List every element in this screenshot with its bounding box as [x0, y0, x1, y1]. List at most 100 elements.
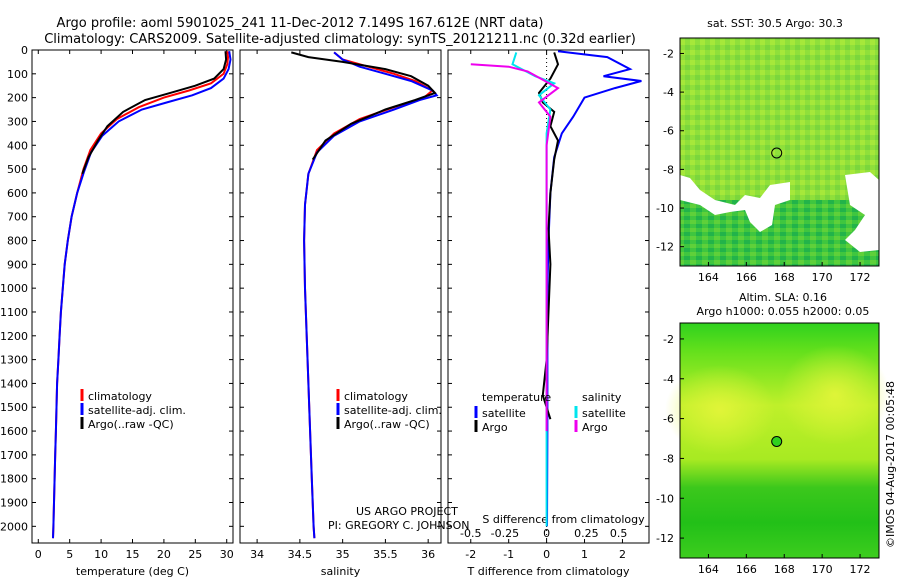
sst-map-frame — [679, 37, 880, 267]
sst-ytick-label: -10 — [656, 202, 674, 215]
sst-ytick-label: -4 — [663, 86, 674, 99]
sla-ytick-label: -10 — [656, 492, 674, 505]
sla-map-high-west — [665, 365, 775, 455]
sst-map-cloud-gap-east — [845, 172, 879, 252]
sla-map-axes: 164 166 168 170 172 -2 -4 -6 -8 -10 -12 — [656, 333, 871, 576]
sst-ytick-label: -8 — [663, 163, 674, 176]
series-climatology — [52, 51, 230, 539]
differences-xlabel: T difference from climatology — [467, 565, 630, 578]
legend-label: Argo — [482, 421, 508, 434]
depth-tick-label: 1400 — [0, 377, 28, 390]
sla-map-high-east — [780, 345, 890, 445]
sla-map: Altim. SLA: 0.16 Argo h1000: 0.055 h2000… — [656, 291, 890, 576]
sla-map-title-2: Argo h1000: 0.055 h2000: 0.05 — [697, 305, 870, 318]
sst-argo-marker — [771, 147, 783, 159]
sla-xtick-label: 166 — [736, 563, 757, 576]
sst-ytick-label: -2 — [663, 47, 674, 60]
sla-xtick-label: 168 — [774, 563, 795, 576]
temperature-xtick-label: 5 — [66, 548, 73, 561]
legend-group-title: salinity — [582, 391, 622, 404]
salinity-xtick-label: 35.5 — [373, 548, 398, 561]
plot-salinity: 34 34.5 35 35.5 36 salinity climatologysatelli… — [239, 49, 442, 578]
plot-differences: -2 -1 0 1 2 T difference from climatology -0.5… — [447, 49, 650, 578]
legend-label: satellite — [582, 407, 626, 420]
salinity-diff-tick-label: -0.25 — [491, 527, 519, 540]
sst-ytick-label: -12 — [656, 241, 674, 254]
salinity-xtick-label: 36 — [421, 548, 435, 561]
salinity-diff-tick-label: 0 — [543, 527, 550, 540]
sla-ytick-label: -4 — [663, 373, 674, 386]
series-argo-raw-qc- — [81, 51, 228, 175]
series-argo-raw-qc- — [291, 51, 437, 161]
legend-label: satellite-adj. clim. — [344, 404, 442, 417]
header-line-2: Climatology: CARS2009. Satellite-adjuste… — [44, 32, 636, 47]
sla-xtick-label: 164 — [698, 563, 719, 576]
sla-xtick-label: 172 — [850, 563, 871, 576]
salinity-diff-tick-label: -0.5 — [460, 527, 481, 540]
sla-ytick-label: -12 — [656, 532, 674, 545]
depth-tick-label: 1600 — [0, 425, 28, 438]
depth-tick-label: 2000 — [0, 520, 28, 533]
depth-tick-label: 800 — [7, 235, 28, 248]
sst-xtick-label: 164 — [698, 271, 719, 284]
series-temperature-satellite — [546, 50, 642, 527]
sla-xtick-label: 170 — [812, 563, 833, 576]
depth-tick-label: 100 — [7, 68, 28, 81]
depth-tick-label: 1500 — [0, 401, 28, 414]
salinity-xlabel: salinity — [321, 565, 361, 578]
project-credit: US ARGO PROJECT — [356, 505, 458, 518]
header-line-1: Argo profile: aoml 5901025_241 11-Dec-20… — [57, 16, 544, 31]
depth-tick-label: 0 — [21, 44, 28, 57]
sst-xtick-label: 172 — [850, 271, 871, 284]
sst-ytick-label: -6 — [663, 125, 674, 138]
differences-xtick-label: 2 — [619, 548, 626, 561]
differences-xtick-label: -2 — [465, 548, 476, 561]
legend-label: climatology — [88, 390, 152, 403]
depth-tick-label: 900 — [7, 258, 28, 271]
salinity-xtick-label: 34.5 — [288, 548, 313, 561]
legend-label: satellite — [482, 407, 526, 420]
salinity-diff-tick-label: 0.25 — [574, 527, 599, 540]
series-satellite-adj-clim- — [52, 51, 232, 539]
sla-ytick-label: -8 — [663, 452, 674, 465]
depth-tick-label: 1700 — [0, 449, 28, 462]
legend-label: Argo(..raw -QC) — [344, 418, 430, 431]
sla-ytick-label: -6 — [663, 413, 674, 426]
depth-tick-label: 600 — [7, 187, 28, 200]
legend-label: Argo(..raw -QC) — [88, 418, 174, 431]
differences-xtick-label: 0 — [543, 548, 550, 561]
salinity-frame — [239, 49, 442, 544]
depth-tick-label: 200 — [7, 92, 28, 105]
depth-tick-label: 1300 — [0, 354, 28, 367]
depth-tick-label: 1800 — [0, 473, 28, 486]
sst-xtick-label: 166 — [736, 271, 757, 284]
legend-label: satellite-adj. clim. — [88, 404, 186, 417]
salinity-diff-label: S difference from climatology — [482, 513, 645, 526]
imos-timestamp: ©IMOS 04-Aug-2017 00:05:48 — [884, 381, 897, 548]
sst-xtick-label: 168 — [774, 271, 795, 284]
sst-map-cloud-gap — [680, 175, 790, 232]
depth-tick-label: 400 — [7, 139, 28, 152]
salinity-xtick-label: 35 — [336, 548, 350, 561]
sst-map: sat. SST: 30.5 Argo: 30.3 164 166 168 170 17… — [656, 17, 880, 284]
salinity-diff-tick-label: 0.5 — [610, 527, 628, 540]
sla-map-title-1: Altim. SLA: 0.16 — [739, 291, 827, 304]
sst-map-title: sat. SST: 30.5 Argo: 30.3 — [707, 17, 843, 30]
temperature-xtick-label: 30 — [220, 548, 234, 561]
series-climatology — [303, 51, 435, 539]
temperature-xtick-label: 10 — [94, 548, 108, 561]
depth-tick-label: 1100 — [0, 306, 28, 319]
series-salinity-argo — [470, 63, 560, 432]
depth-tick-label: 1000 — [0, 282, 28, 295]
sst-map-axes: 164 166 168 170 172 -2 -4 -6 -8 -10 -12 — [656, 47, 871, 284]
legend-group-title: temperature — [482, 391, 551, 404]
legend-label: climatology — [344, 390, 408, 403]
series-satellite-adj-clim- — [303, 51, 439, 539]
differences-xtick-label: -1 — [503, 548, 514, 561]
differences-frame — [447, 49, 650, 544]
sla-argo-marker — [771, 436, 783, 447]
depth-tick-label: 700 — [7, 211, 28, 224]
temperature-xtick-label: 15 — [126, 548, 140, 561]
differences-xtick-label: 1 — [581, 548, 588, 561]
